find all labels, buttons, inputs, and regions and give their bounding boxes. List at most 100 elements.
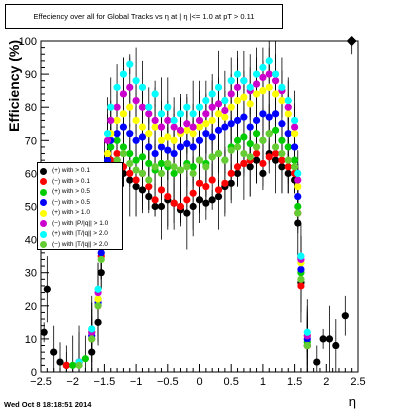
data-point (259, 110, 267, 118)
data-point (294, 209, 302, 217)
data-point (294, 169, 302, 177)
data-point (227, 103, 235, 111)
data-point (113, 156, 121, 164)
data-point (246, 163, 254, 171)
data-point (189, 130, 197, 138)
data-point (132, 183, 140, 191)
x-tick-label: 1 (260, 376, 266, 388)
data-point (233, 136, 242, 144)
data-point (157, 110, 166, 118)
data-point (132, 176, 140, 184)
data-point (233, 169, 242, 177)
legend-marker-icon (40, 199, 47, 206)
legend-label: (+) with |T/|q|| > 2.0 (52, 230, 108, 237)
data-point (132, 77, 140, 85)
data-point (202, 120, 210, 128)
data-point (138, 169, 147, 177)
data-point (297, 282, 305, 290)
data-point (113, 116, 121, 125)
data-point (202, 110, 210, 118)
data-point (291, 163, 299, 171)
data-point (202, 199, 210, 207)
data-point (284, 130, 292, 138)
data-point (332, 341, 340, 350)
data-point (145, 176, 153, 184)
data-point (183, 140, 191, 148)
data-point (183, 103, 191, 111)
x-tick-label: 1.5 (287, 376, 302, 388)
data-point (145, 130, 153, 138)
data-point (151, 90, 159, 98)
data-point (221, 113, 229, 121)
data-point (294, 183, 302, 191)
data-point (291, 143, 299, 151)
data-point (126, 60, 134, 68)
data-point (189, 163, 197, 171)
legend-marker-icon (40, 220, 47, 227)
x-tick-label: 0.5 (224, 376, 239, 388)
data-point (227, 169, 235, 177)
data-point (252, 130, 261, 138)
data-point (240, 133, 248, 141)
data-point (132, 96, 140, 105)
data-point (88, 348, 96, 356)
legend: (+) with > 0.1 (−) with > 0.1 (+) with > 0… (37, 162, 123, 250)
legend-marker-icon (40, 209, 47, 217)
data-point (325, 335, 334, 343)
y-axis-label: Efficiency (%) (6, 40, 22, 132)
y-tick-label: 70 (25, 135, 37, 147)
legend-label: (−) with |T/|q|| > 2.0 (52, 240, 108, 248)
data-point (265, 83, 273, 91)
data-point (259, 87, 267, 95)
data-point (233, 163, 242, 171)
data-point (227, 90, 235, 98)
data-point (303, 341, 311, 350)
data-point (126, 169, 134, 177)
data-point (271, 77, 280, 85)
data-point (233, 143, 242, 151)
data-point (221, 96, 229, 105)
legend-label: (−) with > 0.1 (52, 177, 90, 185)
data-point (284, 110, 292, 118)
data-point (176, 202, 185, 211)
data-point (214, 110, 223, 118)
data-point (278, 156, 286, 164)
data-point (126, 176, 134, 184)
data-point (208, 103, 216, 111)
data-point (157, 136, 166, 144)
data-point (113, 83, 121, 91)
data-point (202, 163, 210, 171)
data-point (170, 116, 178, 125)
data-point (278, 163, 286, 171)
y-tick-label: 50 (25, 202, 37, 214)
legend-entry: (−) with > 0.5 (40, 198, 122, 208)
data-point (183, 196, 191, 204)
data-point (195, 123, 204, 131)
data-point (259, 169, 267, 177)
data-point (271, 70, 280, 78)
data-point (202, 183, 210, 191)
data-point (62, 361, 70, 369)
data-point (341, 312, 349, 320)
data-point (233, 96, 242, 105)
data-point (103, 130, 112, 138)
data-point (271, 143, 280, 151)
x-axis-label: η (349, 394, 356, 409)
legend-label: (+) with > 0.1 (52, 167, 90, 174)
data-point (189, 110, 197, 118)
x-tick-label: 0 (196, 376, 202, 388)
chart-title-box: Effeciency over all for Global Tracks vs… (5, 4, 283, 29)
legend-label: (−) with > 0.5 (52, 198, 90, 206)
data-point (284, 163, 292, 171)
x-tick-label: −2 (66, 376, 79, 388)
legend-entry: (+) with |T/|q|| > 2.0 (40, 229, 122, 239)
data-point (151, 116, 159, 125)
data-point (157, 123, 166, 131)
data-point (208, 196, 216, 204)
data-point (346, 36, 357, 46)
data-point (221, 106, 229, 115)
data-point (164, 116, 172, 125)
data-point (126, 103, 134, 111)
data-point (208, 116, 216, 125)
data-point (208, 90, 216, 98)
